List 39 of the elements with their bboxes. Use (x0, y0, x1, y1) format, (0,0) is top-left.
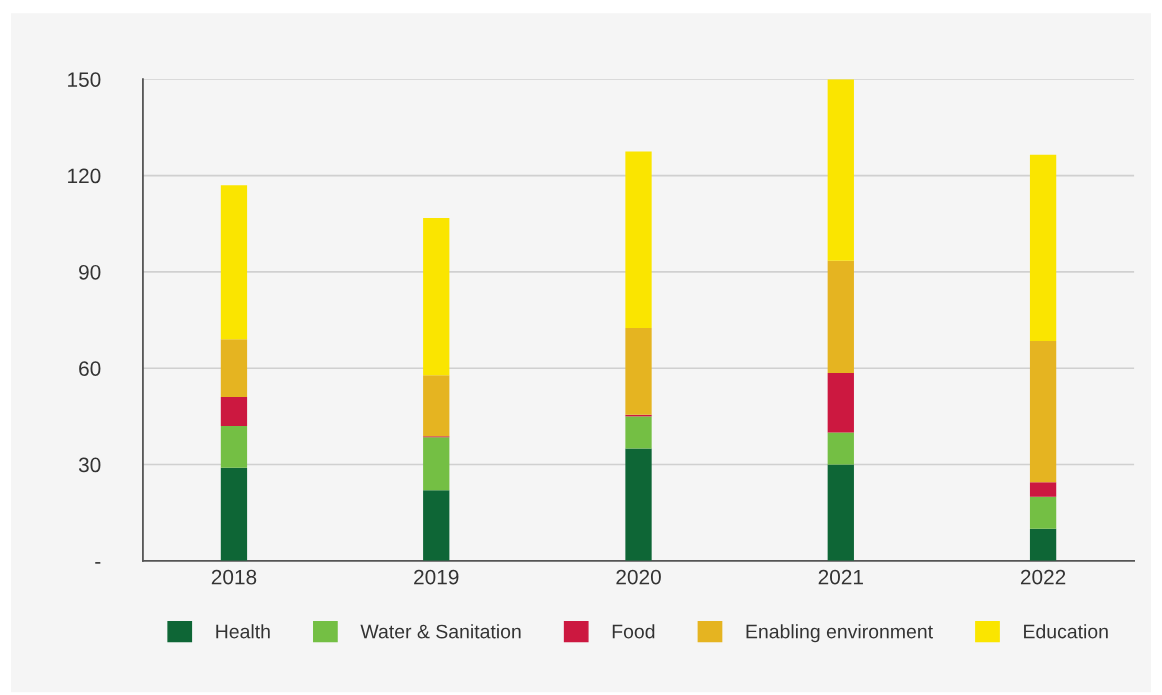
bar (625, 448, 652, 561)
bar (423, 437, 450, 491)
y-tick-label: 30 (78, 457, 101, 473)
bar (220, 397, 248, 427)
bar (423, 490, 450, 561)
bar (827, 373, 854, 433)
bar (1029, 482, 1057, 497)
bar (625, 416, 652, 449)
y-tick-label: 150 (68, 72, 101, 87)
legend-label: Health (216, 624, 270, 639)
bar (1029, 528, 1057, 561)
bar (1029, 154, 1057, 341)
y-tick-label: - (95, 562, 101, 564)
bar (1029, 340, 1057, 483)
legend-label: Water & Sanitation (360, 624, 521, 639)
x-tick-label: 2018 (211, 569, 257, 585)
x-tick-label: 2019 (414, 569, 459, 585)
bar (827, 260, 854, 374)
y-tick-label: 90 (79, 264, 101, 280)
bar (220, 185, 248, 340)
y-tick-label: 120 (68, 168, 101, 184)
bar (827, 464, 854, 561)
legend-label: Education (1024, 624, 1108, 639)
x-tick-label: 2022 (1020, 569, 1066, 585)
bar (1029, 496, 1057, 529)
bar (625, 151, 652, 329)
bar (220, 467, 248, 561)
legend-label: Enabling environment (746, 624, 933, 643)
x-tick-label: 2021 (818, 569, 863, 585)
bar (423, 217, 450, 376)
bar (827, 432, 854, 465)
bar (423, 375, 450, 437)
bar (827, 79, 854, 261)
bar (220, 339, 248, 398)
bar (220, 426, 248, 468)
bar (625, 328, 652, 415)
y-tick-label: 60 (79, 361, 101, 376)
x-tick-label: 2020 (616, 569, 661, 585)
legend-label: Food (612, 624, 655, 639)
